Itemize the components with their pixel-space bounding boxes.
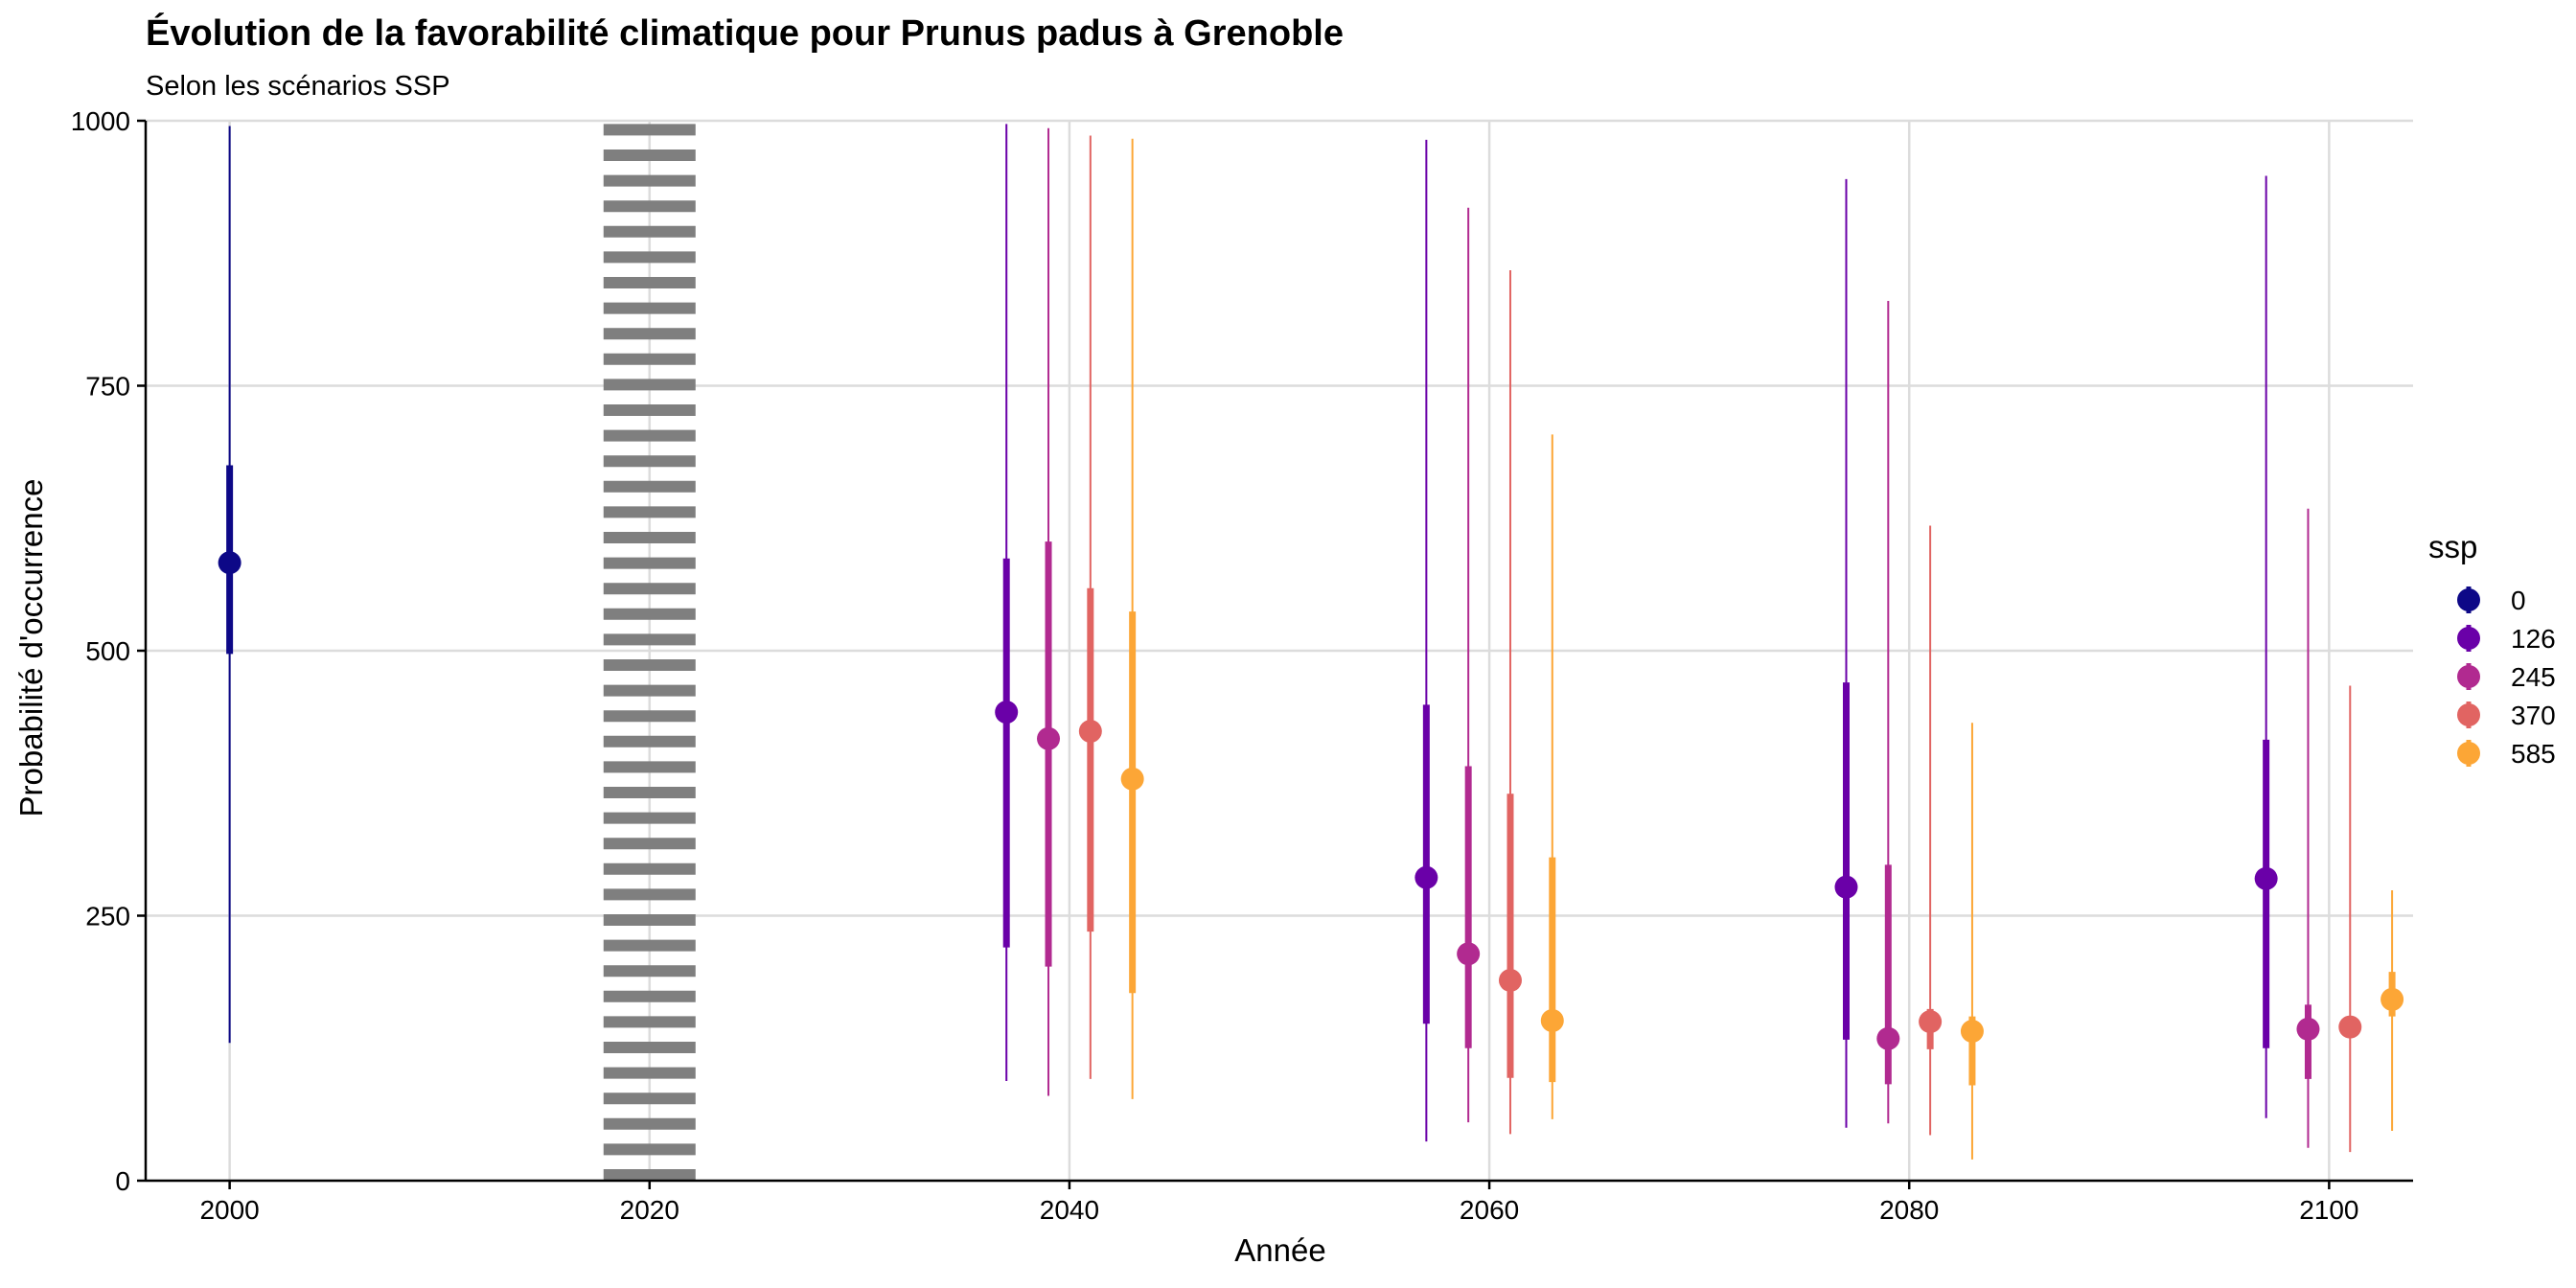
median-point — [1919, 1010, 1943, 1034]
median-point — [2254, 866, 2278, 890]
legend-label: 585 — [2511, 739, 2556, 769]
legend-key-point — [2457, 742, 2480, 765]
legend-label: 0 — [2511, 586, 2526, 615]
median-point — [1960, 1020, 1984, 1044]
median-point — [1078, 720, 1102, 744]
series-ssp-0 — [218, 126, 242, 1044]
median-point — [2338, 1015, 2362, 1039]
median-point — [1834, 875, 1858, 899]
median-point — [995, 701, 1019, 724]
legend-key-point — [2457, 703, 2480, 726]
legend-item-ssp-245: 245 — [2457, 662, 2556, 692]
legend-item-ssp-0: 0 — [2457, 586, 2526, 615]
median-point — [218, 551, 242, 575]
median-point — [1498, 968, 1522, 992]
median-point — [1876, 1026, 1900, 1050]
chart-subtitle: Selon les scénarios SSP — [146, 71, 450, 102]
x-tick-label: 2000 — [199, 1195, 259, 1225]
legend-title: ssp — [2428, 529, 2477, 564]
legend-key-point — [2457, 665, 2480, 688]
series-ssp-370 — [1078, 135, 2362, 1153]
y-axis-title: Probabilité d'occurrence — [13, 479, 49, 817]
series-ssp-245 — [1037, 127, 2320, 1148]
series-ssp-585 — [1120, 138, 2404, 1160]
median-point — [1037, 726, 1061, 750]
y-tick-label: 0 — [115, 1166, 130, 1196]
legend: ssp 0 126 245 370 585 — [2428, 529, 2556, 769]
legend-label: 370 — [2511, 701, 2556, 730]
x-tick-label: 2020 — [620, 1195, 679, 1225]
legend-key-point — [2457, 588, 2480, 611]
legend-item-ssp-585: 585 — [2457, 739, 2556, 769]
axes: 0 250 500 750 1000 2000 2020 2040 2060 2080 2100 — [71, 106, 2413, 1225]
x-tick-label: 2080 — [1879, 1195, 1939, 1225]
x-axis-title: Année — [1234, 1232, 1325, 1268]
chart-marks — [218, 124, 2404, 1160]
chart-title: Évolution de la favorabilité climatique … — [146, 12, 1344, 54]
legend-item-ssp-126: 126 — [2457, 624, 2556, 654]
legend-label: 245 — [2511, 662, 2556, 692]
median-point — [2296, 1017, 2320, 1041]
legend-item-ssp-370: 370 — [2457, 701, 2556, 730]
median-point — [1414, 865, 1438, 889]
series-ssp-126 — [995, 124, 2278, 1142]
median-point — [2380, 987, 2404, 1011]
y-tick-label: 250 — [85, 902, 130, 932]
grid — [146, 119, 2413, 1183]
x-tick-label: 2040 — [1040, 1195, 1099, 1225]
x-tick-label: 2100 — [2299, 1195, 2358, 1225]
median-point — [1457, 942, 1481, 966]
x-tick-label: 2060 — [1460, 1195, 1519, 1225]
median-point — [1540, 1008, 1564, 1032]
legend-label: 126 — [2511, 624, 2556, 654]
y-tick-label: 500 — [85, 636, 130, 666]
legend-key-point — [2457, 627, 2480, 650]
y-tick-label: 750 — [85, 372, 130, 402]
median-point — [1120, 767, 1144, 791]
y-tick-label: 1000 — [71, 106, 130, 136]
